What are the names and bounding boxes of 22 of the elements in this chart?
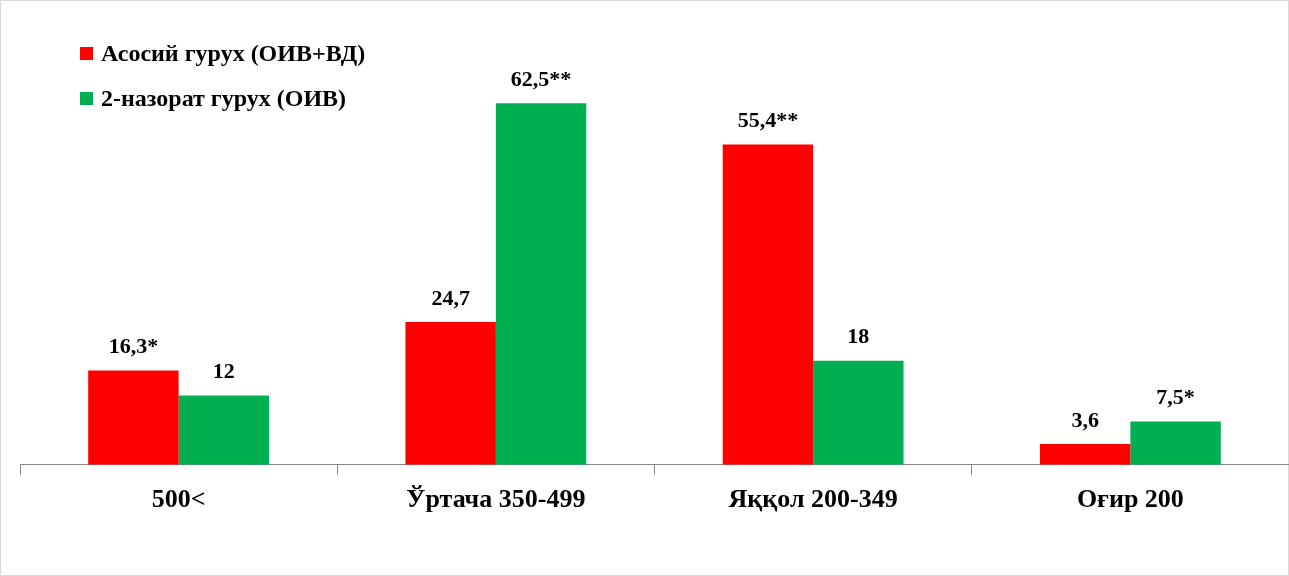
data-label: 7,5* bbox=[1156, 384, 1195, 410]
data-label: 62,5** bbox=[510, 66, 572, 92]
bar bbox=[178, 395, 270, 465]
bar bbox=[1039, 443, 1131, 465]
bar bbox=[495, 103, 587, 465]
legend-label: Асосий гурух (ОИВ+ВД) bbox=[101, 40, 366, 67]
x-tick-label: Яққол 200-349 bbox=[728, 484, 898, 514]
legend-label: 2-назорат гурух (ОИВ) bbox=[101, 85, 347, 112]
data-label: 18 bbox=[847, 323, 870, 349]
bar bbox=[405, 321, 496, 465]
bar bbox=[813, 360, 904, 465]
bar bbox=[88, 370, 179, 465]
x-tick-label: 500< bbox=[151, 484, 206, 514]
bar bbox=[722, 144, 814, 465]
x-tick-label: Оғир 200 bbox=[1076, 484, 1184, 514]
data-label: 16,3* bbox=[108, 333, 159, 359]
x-tick-label: Ўртача 350-499 bbox=[406, 484, 586, 514]
data-label: 55,4** bbox=[737, 107, 799, 133]
bar bbox=[1130, 421, 1221, 465]
data-label: 24,7 bbox=[431, 284, 470, 310]
data-label: 12 bbox=[212, 358, 235, 384]
data-label: 3,6 bbox=[1071, 406, 1099, 432]
